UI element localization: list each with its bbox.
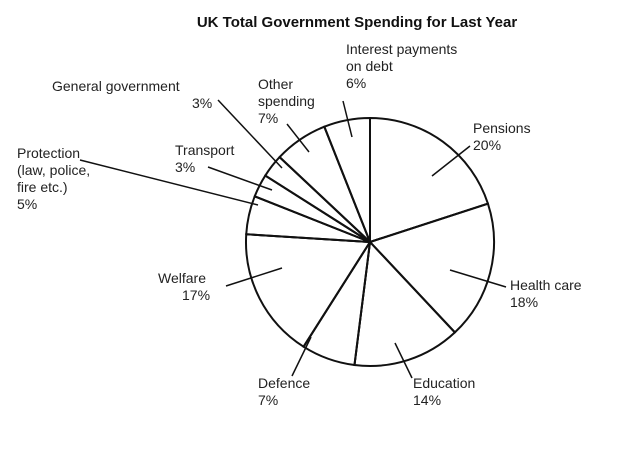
slice-percent-label: 7%: [258, 392, 278, 408]
pie-slice-education: [353, 239, 457, 367]
slice-percent-label: 14%: [413, 392, 441, 408]
leader-line: [394, 342, 413, 379]
chart-title: UK Total Government Spending for Last Ye…: [197, 14, 517, 31]
slice-name-label: Pensions: [473, 120, 531, 136]
slice-divider: [302, 241, 371, 348]
leader-line: [225, 267, 283, 287]
leader-line: [291, 336, 312, 377]
slice-divider: [323, 126, 371, 243]
pie-slices: [244, 116, 495, 367]
slice-name-label: (law, police,: [17, 162, 90, 178]
slice-label: Pensions 20%: [473, 120, 531, 153]
slice-divider: [369, 202, 489, 243]
slice-divider: [353, 241, 371, 366]
slice-label: Welfare 17%: [158, 270, 210, 303]
leader-line: [79, 159, 259, 206]
slice-divider: [254, 195, 371, 243]
slice-name-label: Welfare: [158, 270, 206, 286]
slice-name-label: Interest payments: [346, 41, 457, 57]
slice-name-label: Protection: [17, 145, 80, 161]
slice-percent-label: 3%: [175, 159, 195, 175]
slice-label: Health care 18%: [510, 277, 582, 310]
leader-line: [449, 269, 507, 288]
leader-line: [286, 123, 310, 153]
slice-percent-label: 20%: [473, 137, 501, 153]
slice-label: Defence 7%: [258, 375, 310, 408]
slice-label: Transport 3%: [175, 142, 235, 175]
pie-slice-pensions: [369, 116, 490, 244]
slice-percent-label: 3%: [192, 95, 212, 111]
slice-percent-label: 17%: [182, 287, 210, 303]
slice-percent-label: 7%: [258, 110, 278, 126]
slice-name-label: Defence: [258, 375, 310, 391]
slice-name-label: Other: [258, 76, 293, 92]
slice-divider: [369, 241, 456, 334]
slice-divider: [278, 156, 371, 243]
slice-name-label: fire etc.): [17, 179, 68, 195]
leader-lines: [79, 99, 507, 379]
slice-percent-label: 18%: [510, 294, 538, 310]
slice-divider: [264, 174, 371, 243]
slice-label: General government 3%: [52, 78, 212, 111]
slice-name-label: on debt: [346, 58, 393, 74]
leader-line: [207, 166, 273, 191]
pie-slice-health-care: [368, 202, 495, 334]
slice-labels: Pensions 20% Health care 18% Education 14% Def…: [17, 41, 582, 408]
slice-label: Protection (law, police, fire etc.) 5%: [17, 145, 90, 212]
slice-name-label: Transport: [175, 142, 235, 158]
leader-line: [431, 145, 471, 177]
slice-name-label: spending: [258, 93, 315, 109]
slice-name-label: General government: [52, 78, 180, 94]
slice-divider: [246, 233, 371, 243]
pie-slice-welfare: [244, 233, 372, 349]
leader-line: [342, 100, 353, 138]
slice-percent-label: 5%: [17, 196, 37, 212]
slice-name-label: Health care: [510, 277, 582, 293]
slice-label: Other spending 7%: [258, 76, 315, 126]
leader-line: [217, 99, 283, 169]
slice-percent-label: 6%: [346, 75, 366, 91]
slice-label: Interest payments on debt 6%: [346, 41, 457, 91]
slice-name-label: Education: [413, 375, 475, 391]
slice-label: Education 14%: [413, 375, 475, 408]
